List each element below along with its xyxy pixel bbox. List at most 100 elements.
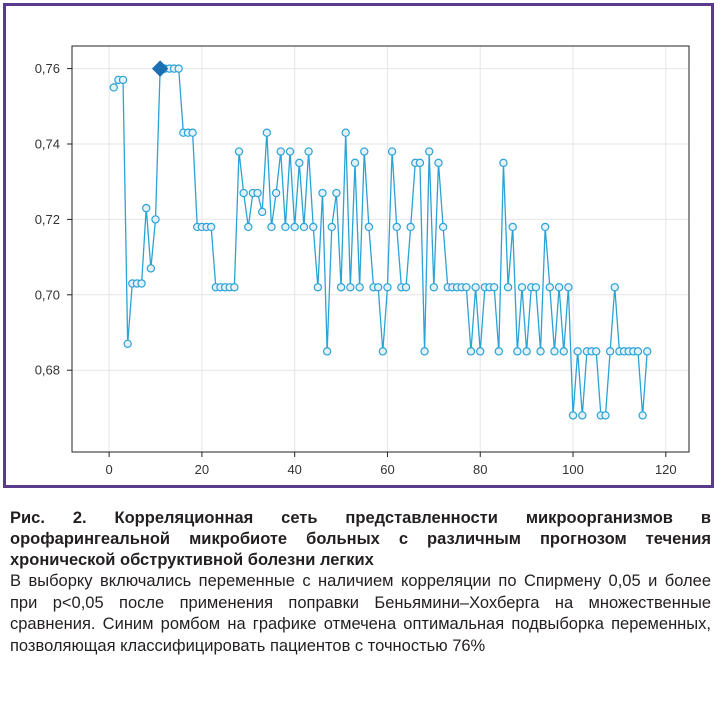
line-chart: 0 20 40 60 80 100 120 0,68 0,70 0,72 0,74 0,76 bbox=[35, 45, 690, 477]
data-point bbox=[271, 188, 281, 198]
data-point bbox=[383, 283, 392, 292]
data-point bbox=[499, 158, 508, 168]
data-point bbox=[234, 147, 244, 156]
data-point bbox=[387, 147, 397, 156]
x-tick-label: 40 bbox=[287, 462, 301, 477]
data-point bbox=[346, 283, 355, 292]
data-point bbox=[322, 347, 332, 356]
data-point bbox=[462, 283, 471, 292]
data-point bbox=[466, 347, 476, 356]
series-line bbox=[113, 67, 648, 417]
data-point bbox=[434, 158, 443, 168]
x-tick-label: 120 bbox=[655, 462, 677, 477]
data-point bbox=[517, 283, 527, 292]
data-point bbox=[281, 222, 290, 232]
data-point bbox=[513, 347, 522, 356]
data-point bbox=[550, 347, 559, 356]
data-point bbox=[295, 158, 304, 168]
data-point bbox=[123, 339, 132, 349]
gridlines bbox=[72, 46, 689, 452]
data-point bbox=[425, 147, 434, 156]
caption-title: Рис. 2. Корреляционная сеть представленн… bbox=[10, 509, 711, 569]
data-point bbox=[118, 75, 128, 85]
data-point bbox=[429, 283, 439, 292]
y-tick-label: 0,76 bbox=[35, 61, 60, 76]
data-point bbox=[267, 222, 276, 232]
data-point bbox=[605, 347, 615, 356]
data-point bbox=[494, 347, 503, 356]
chart-frame: 0 20 40 60 80 100 120 0,68 0,70 0,72 0,74 0,76 bbox=[3, 3, 714, 488]
data-point bbox=[508, 222, 517, 232]
data-point bbox=[406, 222, 415, 232]
data-point bbox=[573, 347, 582, 356]
data-point bbox=[304, 147, 313, 156]
data-point bbox=[540, 222, 550, 232]
data-point bbox=[471, 283, 480, 292]
data-point bbox=[146, 264, 156, 273]
highlight-layer bbox=[151, 60, 169, 77]
axes: 0 20 40 60 80 100 120 0,68 0,70 0,72 0,74 0,76 bbox=[35, 61, 677, 477]
data-point bbox=[299, 222, 309, 232]
plot-border bbox=[71, 45, 690, 453]
data-point bbox=[318, 188, 327, 198]
data-point bbox=[438, 222, 448, 232]
data-point bbox=[522, 347, 531, 356]
data-point bbox=[489, 283, 499, 292]
y-tick-label: 0,70 bbox=[35, 287, 60, 302]
data-point bbox=[253, 188, 262, 198]
data-point bbox=[290, 222, 299, 232]
data-point bbox=[420, 347, 429, 356]
data-point bbox=[415, 158, 425, 168]
data-point bbox=[564, 283, 573, 292]
data-point bbox=[174, 64, 183, 73]
data-point bbox=[601, 411, 610, 420]
data-point bbox=[327, 222, 336, 232]
data-point bbox=[503, 283, 513, 292]
x-tick-label: 80 bbox=[473, 462, 487, 477]
data-point bbox=[392, 222, 401, 232]
data-point bbox=[476, 347, 485, 356]
y-tick-label: 0,72 bbox=[35, 212, 60, 227]
data-point bbox=[142, 203, 151, 213]
data-point bbox=[239, 188, 248, 198]
data-point bbox=[360, 147, 369, 156]
data-point bbox=[151, 215, 160, 224]
highlight-diamond bbox=[151, 60, 169, 77]
data-point bbox=[109, 83, 118, 92]
data-point bbox=[531, 283, 541, 292]
data-point bbox=[350, 158, 360, 168]
x-tick-label: 60 bbox=[380, 462, 394, 477]
data-point bbox=[276, 147, 285, 156]
x-tick-label: 0 bbox=[105, 462, 112, 477]
data-point bbox=[633, 347, 643, 356]
data-point bbox=[258, 207, 267, 217]
y-tick-label: 0,68 bbox=[35, 363, 60, 378]
data-point bbox=[554, 283, 564, 292]
data-point bbox=[188, 128, 197, 137]
data-point bbox=[364, 222, 374, 232]
caption-text: В выборку включались переменные с наличи… bbox=[10, 572, 711, 655]
data-point bbox=[206, 222, 216, 232]
data-point bbox=[336, 283, 346, 292]
data-point bbox=[568, 411, 578, 420]
data-point bbox=[341, 128, 350, 137]
data-point bbox=[378, 347, 388, 356]
figure-caption: Рис. 2. Корреляционная сеть представленн… bbox=[10, 508, 711, 657]
data-point bbox=[592, 347, 601, 356]
data-point bbox=[262, 128, 272, 137]
data-point bbox=[244, 222, 253, 232]
data-point bbox=[355, 283, 364, 292]
data-point bbox=[230, 283, 239, 292]
data-point bbox=[545, 283, 555, 292]
data-point bbox=[536, 347, 545, 356]
data-point bbox=[332, 188, 341, 198]
data-point bbox=[137, 279, 146, 288]
data-point bbox=[401, 283, 411, 292]
data-point bbox=[610, 283, 619, 292]
x-tick-label: 100 bbox=[562, 462, 584, 477]
data-point bbox=[638, 411, 647, 420]
x-tick-label: 20 bbox=[195, 462, 209, 477]
data-point bbox=[643, 347, 652, 356]
data-point bbox=[285, 147, 295, 156]
data-point bbox=[309, 222, 318, 232]
